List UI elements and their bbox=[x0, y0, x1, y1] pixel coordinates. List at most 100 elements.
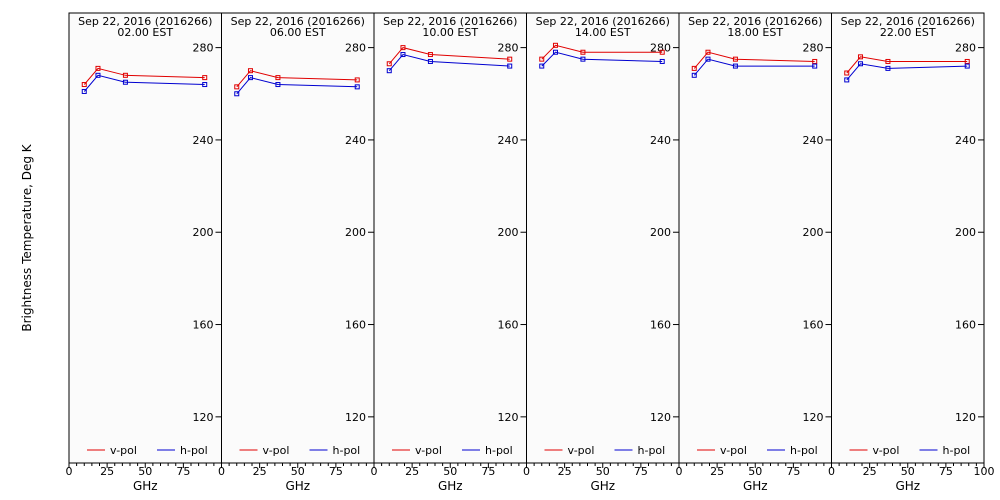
y-tick-label: 280 bbox=[193, 42, 214, 55]
panel-title: Sep 22, 2016 (2016266) bbox=[688, 15, 822, 28]
y-tick-label: 160 bbox=[650, 319, 671, 332]
y-tick-label: 120 bbox=[650, 411, 671, 424]
data-point bbox=[659, 49, 665, 55]
data-point bbox=[705, 56, 711, 62]
data-point bbox=[275, 82, 281, 88]
x-axis-label: GHz bbox=[438, 479, 463, 493]
data-point bbox=[275, 75, 281, 81]
data-point bbox=[122, 72, 128, 78]
x-axis-label: GHz bbox=[743, 479, 768, 493]
y-tick-label: 240 bbox=[345, 134, 366, 147]
x-tick-label: 25 bbox=[253, 465, 267, 478]
panel-subtitle: 18.00 EST bbox=[727, 26, 783, 39]
data-point bbox=[507, 63, 513, 69]
legend-label: v-pol bbox=[263, 444, 290, 457]
y-tick-label: 280 bbox=[498, 42, 519, 55]
x-tick-label: 0 bbox=[371, 465, 378, 478]
panel-subtitle: 10.00 EST bbox=[422, 26, 478, 39]
x-tick-label: 75 bbox=[481, 465, 495, 478]
data-point bbox=[732, 63, 738, 69]
plot-area bbox=[373, 12, 527, 464]
legend-label: h-pol bbox=[180, 444, 208, 457]
data-point bbox=[386, 68, 392, 74]
data-point bbox=[95, 65, 101, 71]
panels-group: Sep 22, 2016 (2016266)02.00 EST120160200… bbox=[66, 12, 995, 493]
data-point bbox=[202, 75, 208, 81]
x-axis-label: GHz bbox=[590, 479, 615, 493]
data-point bbox=[705, 49, 711, 55]
data-point bbox=[580, 49, 586, 55]
legend-label: v-pol bbox=[568, 444, 595, 457]
data-point bbox=[234, 84, 240, 90]
data-point bbox=[427, 58, 433, 64]
x-tick-label: 0 bbox=[66, 465, 73, 478]
y-tick-label: 200 bbox=[498, 226, 519, 239]
data-point bbox=[202, 82, 208, 88]
series-line bbox=[693, 58, 815, 76]
y-tick-label: 120 bbox=[955, 411, 976, 424]
series-line bbox=[236, 77, 358, 95]
data-point bbox=[354, 84, 360, 90]
data-point bbox=[234, 91, 240, 97]
data-point bbox=[81, 88, 87, 94]
data-point bbox=[386, 61, 392, 67]
data-point bbox=[812, 63, 818, 69]
data-point bbox=[659, 58, 665, 64]
x-tick-label: 75 bbox=[176, 465, 190, 478]
x-tick-label: 25 bbox=[863, 465, 877, 478]
panel-subtitle: 14.00 EST bbox=[575, 26, 631, 39]
series-line bbox=[83, 67, 205, 85]
data-point bbox=[857, 61, 863, 67]
data-point bbox=[539, 56, 545, 62]
data-point bbox=[122, 79, 128, 85]
y-tick-label: 240 bbox=[193, 134, 214, 147]
data-point bbox=[844, 70, 850, 76]
data-point bbox=[857, 54, 863, 60]
data-point bbox=[247, 68, 253, 74]
series-line bbox=[541, 44, 663, 60]
y-tick-label: 200 bbox=[345, 226, 366, 239]
legend-label: v-pol bbox=[873, 444, 900, 457]
data-point bbox=[400, 52, 406, 58]
panel-title: Sep 22, 2016 (2016266) bbox=[383, 15, 517, 28]
x-tick-label: 50 bbox=[748, 465, 762, 478]
series-line bbox=[388, 47, 510, 65]
x-tick-label: 25 bbox=[100, 465, 114, 478]
legend-label: h-pol bbox=[333, 444, 361, 457]
series-line bbox=[693, 51, 815, 69]
data-point bbox=[964, 58, 970, 64]
chart-panel: Sep 22, 2016 (2016266)18.00 EST 120 160 200… bbox=[676, 12, 832, 493]
y-tick-label: 280 bbox=[955, 42, 976, 55]
y-tick-label: 280 bbox=[345, 42, 366, 55]
series-line bbox=[236, 70, 358, 88]
x-tick-label: 50 bbox=[901, 465, 915, 478]
data-point bbox=[580, 56, 586, 62]
chart-panel: Sep 22, 2016 (2016266)14.00 EST 120 160 200… bbox=[523, 12, 680, 493]
x-tick-label: 0 bbox=[676, 465, 683, 478]
x-tick-label: 0 bbox=[523, 465, 530, 478]
data-point bbox=[539, 63, 545, 69]
data-point bbox=[81, 82, 87, 88]
x-tick-label: 0 bbox=[828, 465, 835, 478]
data-point bbox=[691, 65, 697, 71]
x-axis-label: GHz bbox=[133, 479, 158, 493]
x-tick-label: 25 bbox=[710, 465, 724, 478]
x-tick-label: 25 bbox=[405, 465, 419, 478]
y-tick-label: 200 bbox=[803, 226, 824, 239]
x-tick-label: 50 bbox=[596, 465, 610, 478]
x-axis-label: GHz bbox=[285, 479, 310, 493]
data-point bbox=[732, 56, 738, 62]
series-line bbox=[83, 74, 205, 92]
legend-label: h-pol bbox=[485, 444, 513, 457]
x-tick-label: 75 bbox=[634, 465, 648, 478]
y-tick-label: 120 bbox=[803, 411, 824, 424]
plot-area bbox=[68, 12, 222, 464]
y-tick-label: 200 bbox=[650, 226, 671, 239]
plot-area bbox=[831, 12, 985, 464]
series-line bbox=[846, 63, 968, 81]
legend-label: h-pol bbox=[638, 444, 666, 457]
series-line bbox=[541, 51, 663, 67]
x-tick-label: 50 bbox=[291, 465, 305, 478]
y-tick-label: 160 bbox=[498, 319, 519, 332]
y-tick-label: 240 bbox=[498, 134, 519, 147]
